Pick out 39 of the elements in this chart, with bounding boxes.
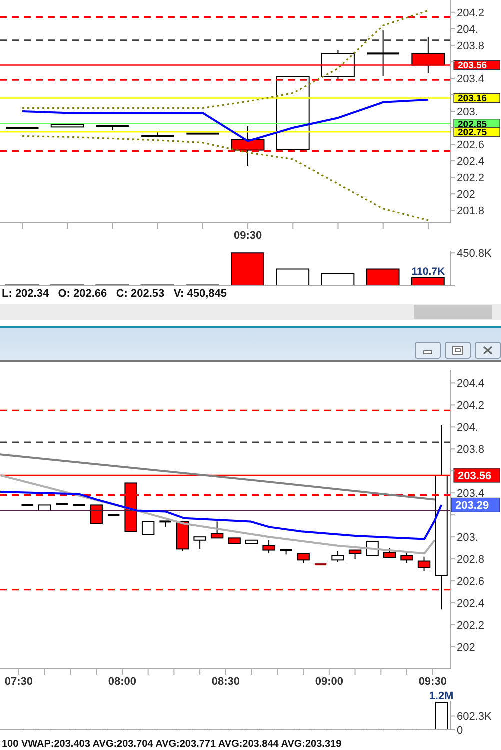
y-tick-label: 202.2 <box>457 620 485 632</box>
y-tick-label: 0 <box>457 724 464 737</box>
ref-line-label: 202.75 <box>458 128 488 139</box>
annotation: 203.29 <box>456 500 490 512</box>
y-tick-label: 204.2 <box>457 7 485 20</box>
y-tick-label: 602.3K <box>457 711 493 724</box>
y-tick-label: 203. <box>457 106 478 118</box>
y-tick-label: 203.4 <box>457 73 485 86</box>
y-tick-label: 204. <box>457 422 478 434</box>
x-tick-label: 08:00 <box>108 676 137 688</box>
y-tick-label: 202.4 <box>457 156 485 168</box>
y-tick-label: 202.2 <box>457 172 485 184</box>
y-tick-label: 202.4 <box>457 598 485 610</box>
y-tick-label: 202.6 <box>457 139 485 152</box>
y-tick-label: 204. <box>457 24 478 36</box>
ref-line-label: 203.56 <box>458 60 488 72</box>
x-tick-label: 08:30 <box>212 676 240 688</box>
y-tick-label: 204.4 <box>457 378 485 390</box>
y-tick-label: 201.8 <box>457 206 485 218</box>
y-tick-label: 203.8 <box>457 444 485 456</box>
y-tick-label: 450.8K <box>457 248 493 260</box>
y-tick-label: 204.2 <box>457 400 485 412</box>
y-tick-label: 202 <box>457 189 476 201</box>
ref-line-label: 203.56 <box>458 470 492 482</box>
data-label: 110.7K <box>412 266 446 278</box>
x-tick-label: 09:30 <box>418 676 447 688</box>
y-tick-label: 202 <box>457 642 476 654</box>
y-tick-label: 203.8 <box>457 40 485 52</box>
text: 100 VWAP:203.403 AVG:203.704 AVG:203.771 AVG:203.844 AVG:203.319 <box>2 739 342 750</box>
x-tick-label: 07:30 <box>4 676 34 688</box>
ref-line-label: 203.16 <box>458 94 488 105</box>
y-tick-label: 203.4 <box>457 488 485 500</box>
y-tick-label: 202.8 <box>457 554 485 566</box>
y-tick-label: 202.6 <box>457 576 485 588</box>
data-label: 1.2M <box>429 690 454 703</box>
y-tick-label: 203. <box>457 532 478 544</box>
text: L: 202.34 O: 202.66 C: 202.53 V: 450,845 <box>2 288 228 300</box>
x-tick-label: 09:00 <box>315 676 344 688</box>
x-tick-label: 09:30 <box>234 230 262 242</box>
